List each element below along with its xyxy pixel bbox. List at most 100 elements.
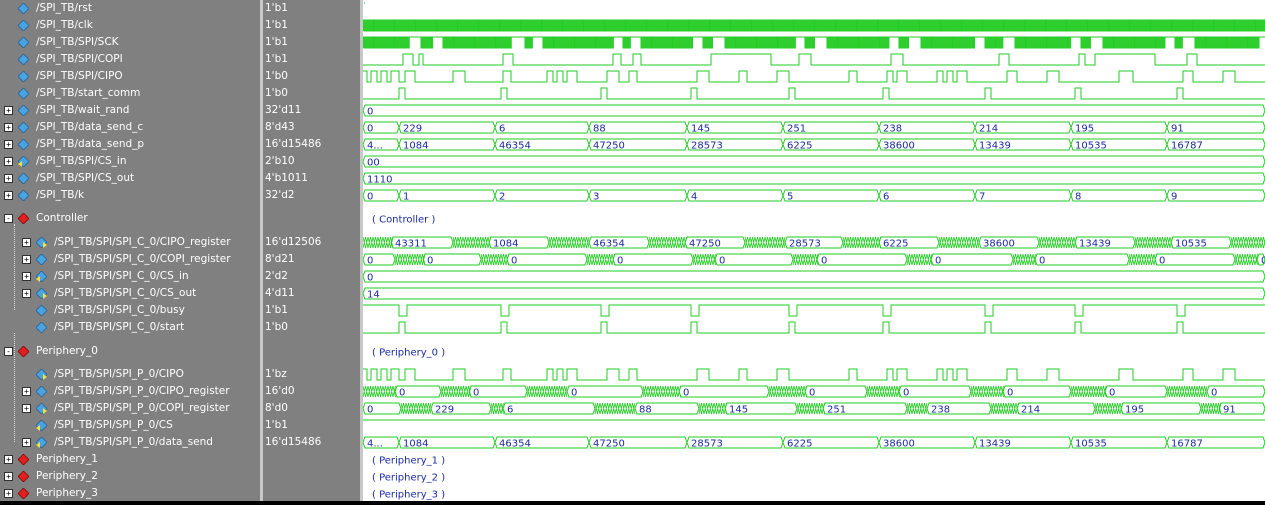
- signal-row-16[interactable]: + /SPI_TB/SPI/SPI_C_0/CS_out: [0, 285, 260, 302]
- waveform-25: ( Periphery_1 ): [372, 456, 445, 467]
- waveform-canvas[interactable]: 00 229 6 88 145 251 238 214 195 914... 1084 46354 47…: [363, 0, 1265, 501]
- wave-segment: [1170, 236, 1232, 249]
- signal-row-26[interactable]: + Periphery_2: [0, 468, 260, 485]
- signal-row-2[interactable]: /SPI_TB/SPI/SCK: [0, 34, 260, 51]
- wave-segment: [363, 104, 1265, 117]
- wave-segment: [686, 189, 784, 202]
- expand-icon[interactable]: +: [4, 174, 13, 183]
- wave-value-label: 38600: [983, 239, 1015, 250]
- signal-row-6[interactable]: + /SPI_TB/wait_rand: [0, 102, 260, 119]
- expand-icon[interactable]: +: [22, 438, 31, 447]
- expand-icon[interactable]: +: [22, 255, 31, 264]
- expand-icon[interactable]: +: [22, 272, 31, 281]
- expand-icon[interactable]: +: [22, 404, 31, 413]
- pane-splitter[interactable]: [360, 0, 363, 501]
- signal-row-23[interactable]: /SPI_TB/SPI/SPI_P_0/CS: [0, 417, 260, 434]
- expand-icon[interactable]: +: [4, 123, 13, 132]
- signal-row-13[interactable]: + /SPI_TB/SPI/SPI_C_0/CIPO_register: [0, 234, 260, 251]
- wave-transition: [648, 236, 687, 249]
- wave-value-label: 88: [639, 405, 652, 416]
- wave-value-label: 14: [367, 290, 380, 301]
- waveform-pane[interactable]: 0 0 229 6 88 145 251 238 214 195 91 4... 1084 46354 47…: [363, 0, 1265, 501]
- expand-icon[interactable]: +: [22, 238, 31, 247]
- wave-transition: [1070, 385, 1107, 398]
- wave-value-label: 0: [1007, 388, 1013, 399]
- signal-row-15[interactable]: + /SPI_TB/SPI/SPI_C_0/CS_in: [0, 268, 260, 285]
- signal-row-0[interactable]: /SPI_TB/rst: [0, 0, 260, 17]
- wave-value-label: 145: [729, 405, 748, 416]
- signal-name: /SPI_TB/rst: [36, 2, 92, 14]
- signal-value: 2'b10: [265, 155, 295, 167]
- signal-row-5[interactable]: /SPI_TB/start_comm: [0, 85, 260, 102]
- waveform-16: 14: [363, 287, 1265, 301]
- pane-splitter[interactable]: [260, 0, 263, 501]
- signal-row-7[interactable]: + /SPI_TB/data_send_c: [0, 119, 260, 136]
- signal-row-9[interactable]: + /SPI_TB/SPI/CS_in: [0, 153, 260, 170]
- wave-value-label: 0: [683, 388, 689, 399]
- wave-value-label: 6225: [883, 239, 908, 250]
- wave-value-label: 251: [787, 124, 806, 135]
- wave-transition: [400, 402, 432, 415]
- expand-icon[interactable]: +: [4, 106, 13, 115]
- expand-icon[interactable]: +: [4, 472, 13, 481]
- expand-icon[interactable]: +: [4, 489, 13, 498]
- signal-value: 4'b1011: [265, 172, 308, 184]
- signal-row-10[interactable]: + /SPI_TB/SPI/CS_out: [0, 170, 260, 187]
- wave-value-label: 4: [691, 192, 697, 203]
- wave-segment: [1074, 236, 1136, 249]
- wave-transition: [594, 402, 636, 415]
- wave-value-label: 145: [691, 124, 710, 135]
- signal-row-17[interactable]: /SPI_TB/SPI/SPI_C_0/busy: [0, 302, 260, 319]
- signal-row-1[interactable]: /SPI_TB/clk: [0, 17, 260, 34]
- signal-row-3[interactable]: /SPI_TB/SPI/COPI: [0, 51, 260, 68]
- group-icon: [17, 470, 30, 483]
- signal-row-8[interactable]: + /SPI_TB/data_send_p: [0, 136, 260, 153]
- waveform-10: 1110: [363, 172, 1265, 186]
- signal-row-19[interactable]: - Periphery_0: [0, 343, 260, 360]
- signal-row-27[interactable]: + Periphery_3: [0, 485, 260, 502]
- wave-value-label: 46354: [499, 439, 531, 450]
- wave-value-label: 4...: [367, 141, 383, 152]
- expand-icon[interactable]: +: [4, 191, 13, 200]
- signal-row-12[interactable]: - Controller: [0, 210, 260, 227]
- wave-transition: [548, 236, 590, 249]
- signal-name: /SPI_TB/SPI/CS_in: [36, 155, 127, 167]
- signal-row-20[interactable]: /SPI_TB/SPI/SPI_P_0/CIPO: [0, 366, 260, 383]
- signal-row-18[interactable]: /SPI_TB/SPI/SPI_C_0/start: [0, 319, 260, 336]
- wave-transition: [906, 253, 933, 266]
- signal-name: /SPI_TB/clk: [36, 19, 93, 31]
- collapse-icon[interactable]: -: [4, 214, 13, 223]
- wave-value-label: 195: [1125, 405, 1144, 416]
- expand-icon[interactable]: +: [4, 157, 13, 166]
- signal-row-25[interactable]: + Periphery_1: [0, 451, 260, 468]
- signal-row-4[interactable]: /SPI_TB/SPI/CIPO: [0, 68, 260, 85]
- signal-name: /SPI_TB/SPI/SPI_C_0/CS_out: [54, 287, 197, 299]
- wave-segment: [363, 155, 1265, 168]
- wave-trace: [363, 87, 1265, 100]
- wave-segment: [804, 385, 868, 398]
- group-icon: [17, 345, 30, 358]
- expand-icon[interactable]: +: [4, 455, 13, 464]
- wave-segment: [930, 253, 1014, 266]
- expand-icon[interactable]: +: [22, 289, 31, 298]
- signal-row-24[interactable]: + /SPI_TB/SPI/SPI_P_0/data_send: [0, 434, 260, 451]
- group-label: ( Controller ): [372, 215, 435, 226]
- wave-value-label: 214: [1021, 405, 1040, 416]
- wave-transition: [1094, 402, 1123, 415]
- wave-value-label: 0: [399, 388, 405, 399]
- wave-value-label: 0: [367, 124, 373, 135]
- collapse-icon[interactable]: -: [4, 347, 13, 356]
- signal-row-11[interactable]: + /SPI_TB/k: [0, 187, 260, 204]
- wave-segment: [684, 236, 746, 249]
- signal-row-21[interactable]: + /SPI_TB/SPI/SPI_P_0/CIPO_register: [0, 383, 260, 400]
- expand-icon[interactable]: +: [22, 387, 31, 396]
- signal-row-22[interactable]: + /SPI_TB/SPI/SPI_P_0/COPI_register: [0, 400, 260, 417]
- expand-icon[interactable]: +: [4, 140, 13, 149]
- wave-value-label: 1: [403, 192, 409, 203]
- signal-row-14[interactable]: + /SPI_TB/SPI/SPI_C_0/COPI_register: [0, 251, 260, 268]
- wave-value-label: 47250: [689, 239, 721, 250]
- wave-value-label: 6: [507, 405, 513, 416]
- wave-value-label: 8: [1075, 192, 1081, 203]
- wave-value-label: 28573: [691, 141, 723, 152]
- signal-value: 8'd21: [265, 253, 295, 265]
